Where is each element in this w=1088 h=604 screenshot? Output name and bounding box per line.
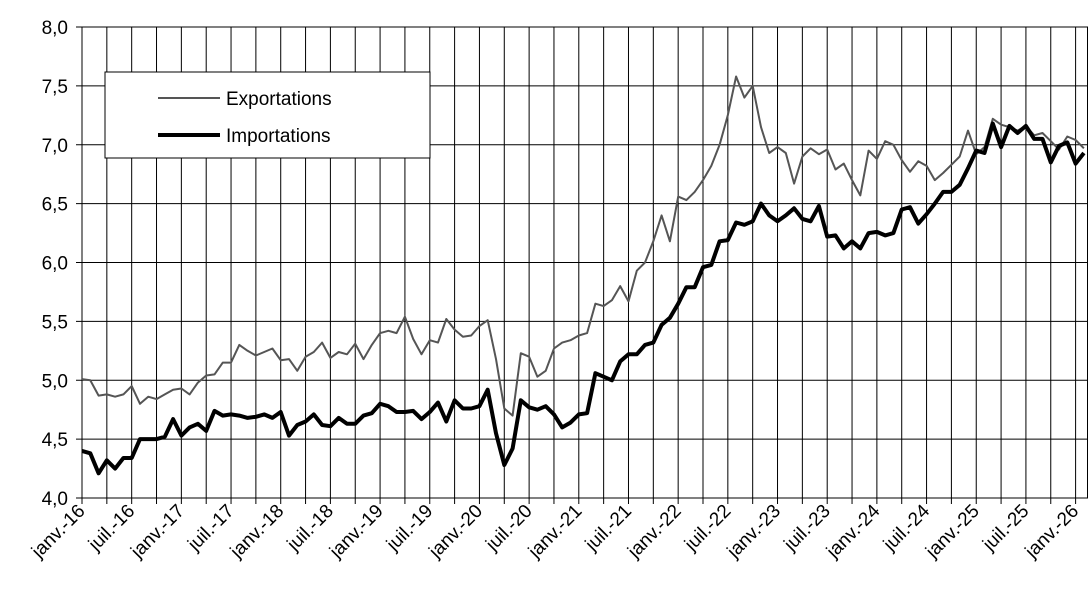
x-tick-label: janv.-19: [325, 501, 387, 563]
x-tick-label: janv.-25: [921, 501, 983, 563]
x-tick-label: janv.-26: [1021, 501, 1083, 563]
legend-box: [104, 71, 431, 159]
y-tick-label: 7,0: [42, 136, 68, 157]
series-line: [81, 121, 1086, 476]
legend-label: Importations: [226, 126, 331, 147]
y-tick-label: 5,0: [42, 371, 68, 392]
x-tick-label: janv.-18: [226, 501, 288, 563]
x-tick-label: janv.-24: [822, 500, 885, 563]
x-tick-label: janv.-16: [27, 501, 89, 563]
x-tick-label: janv.-17: [127, 501, 189, 563]
y-tick-label: 8,0: [42, 18, 68, 39]
y-tick-label: 4,5: [42, 430, 68, 451]
y-tick-label: 5,5: [42, 312, 68, 333]
y-tick-label: 6,0: [42, 254, 68, 275]
y-tick-label: 4,0: [42, 489, 68, 510]
legend-label: Exportations: [226, 89, 332, 110]
x-tick-label: janv.-23: [723, 501, 785, 563]
y-tick-label: 7,5: [42, 77, 68, 98]
series-line: [81, 75, 1085, 417]
x-tick-label: janv.-21: [524, 501, 586, 563]
y-tick-label: 6,5: [42, 195, 68, 216]
x-tick-label: janv.-22: [623, 501, 685, 563]
x-tick-label: janv.-20: [425, 501, 487, 563]
